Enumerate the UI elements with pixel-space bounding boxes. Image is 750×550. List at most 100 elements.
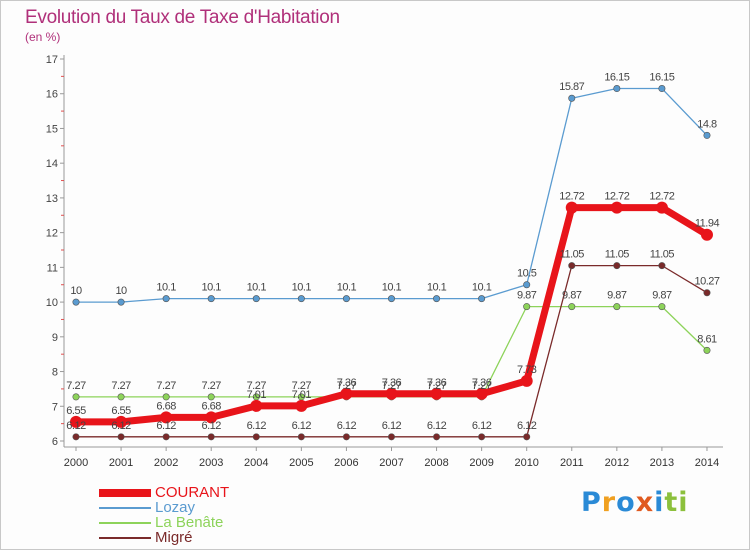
data-point — [207, 393, 215, 401]
logo-letter: x — [635, 487, 655, 518]
data-point — [433, 433, 441, 441]
data-point — [297, 433, 305, 441]
y-tick-label: 7 — [52, 401, 58, 413]
data-label: 7.36 — [472, 377, 492, 389]
y-tick-label: 15 — [46, 123, 58, 135]
logo-letter: o — [616, 487, 636, 518]
data-point — [520, 374, 533, 387]
data-point — [252, 295, 260, 303]
data-point — [385, 387, 398, 400]
data-label: 7.01 — [247, 389, 267, 401]
data-label: 10.1 — [472, 282, 492, 294]
y-tick-label: 16 — [46, 89, 58, 101]
data-point — [658, 303, 666, 311]
data-label: 12.72 — [649, 191, 674, 203]
data-point — [72, 433, 80, 441]
data-point — [162, 393, 170, 401]
data-label: 10 — [115, 285, 127, 297]
data-label: 6.12 — [472, 420, 492, 432]
data-label: 6.12 — [156, 420, 176, 432]
data-label: 7.27 — [427, 380, 447, 392]
data-point — [162, 295, 170, 303]
y-tick-label: 8 — [52, 367, 58, 379]
data-label: 15.87 — [559, 81, 584, 93]
data-label: 7.27 — [247, 380, 267, 392]
logo-letter: P — [581, 487, 602, 518]
data-label: 6.12 — [292, 420, 312, 432]
logo-letter: t — [664, 487, 679, 518]
x-tick-label: 2007 — [379, 457, 403, 469]
legend-swatch — [99, 522, 151, 524]
data-point — [703, 131, 711, 139]
data-label: 7.36 — [337, 377, 357, 389]
data-point — [703, 289, 711, 297]
data-point — [115, 415, 128, 428]
data-point — [342, 295, 350, 303]
data-label: 7.36 — [382, 377, 402, 389]
legend-swatch — [99, 507, 151, 509]
y-tick-label: 13 — [46, 193, 58, 205]
logo-letter: i — [678, 487, 689, 518]
data-label: 7.27 — [156, 380, 176, 392]
data-point — [568, 94, 576, 102]
data-point — [250, 399, 263, 412]
data-label: 11.05 — [605, 249, 630, 261]
y-tick-label: 9 — [52, 332, 58, 344]
data-point — [523, 433, 531, 441]
logo-letter: r — [601, 487, 617, 518]
data-point — [207, 433, 215, 441]
data-label: 6.55 — [66, 405, 86, 417]
x-tick-label: 2014 — [695, 457, 719, 469]
data-label: 14.8 — [697, 118, 717, 130]
y-tick-label: 6 — [52, 436, 58, 448]
y-tick-label: 14 — [46, 158, 58, 170]
data-point — [72, 298, 80, 306]
data-label: 16.15 — [649, 72, 674, 84]
data-label: 7.27 — [472, 380, 492, 392]
data-point — [478, 295, 486, 303]
x-tick-label: 2004 — [244, 457, 268, 469]
legend-swatch — [99, 489, 151, 497]
data-point — [523, 303, 531, 311]
x-tick-label: 2001 — [109, 457, 133, 469]
x-tick-label: 2002 — [154, 457, 178, 469]
data-label: 7.27 — [111, 380, 131, 392]
x-tick-label: 2010 — [514, 457, 538, 469]
data-point — [160, 411, 173, 424]
data-label: 6.68 — [201, 400, 221, 412]
data-point — [70, 415, 82, 428]
data-label: 7.27 — [337, 380, 357, 392]
data-point — [568, 303, 576, 311]
data-point — [297, 295, 305, 303]
data-point — [117, 433, 125, 441]
x-tick-label: 2012 — [605, 457, 629, 469]
data-point — [387, 433, 395, 441]
data-point — [703, 346, 711, 354]
data-label: 10.1 — [156, 282, 176, 294]
data-label: 12.72 — [559, 191, 584, 203]
x-tick-label: 2005 — [289, 457, 313, 469]
data-label: 6.12 — [66, 420, 86, 432]
data-label: 9.87 — [652, 290, 672, 302]
data-label: 12.72 — [604, 191, 629, 203]
chart-unit-label: (en %) — [25, 30, 61, 44]
legend-item: Lozay — [99, 500, 319, 516]
data-label: 7.27 — [292, 380, 312, 392]
data-label: 10.1 — [337, 282, 357, 294]
data-point — [610, 201, 623, 214]
data-point — [613, 303, 621, 311]
data-label: 9.87 — [517, 290, 537, 302]
legend-label: Migré — [155, 529, 193, 546]
y-tick-label: 17 — [46, 54, 58, 66]
data-label: 7.27 — [382, 380, 402, 392]
data-label: 9.87 — [607, 290, 627, 302]
data-point — [613, 262, 621, 270]
data-label: 7.73 — [517, 364, 537, 376]
data-label: 10.1 — [292, 282, 312, 294]
data-label: 7.27 — [201, 380, 221, 392]
data-point — [162, 433, 170, 441]
x-tick-label: 2006 — [334, 457, 358, 469]
data-point — [658, 262, 666, 270]
